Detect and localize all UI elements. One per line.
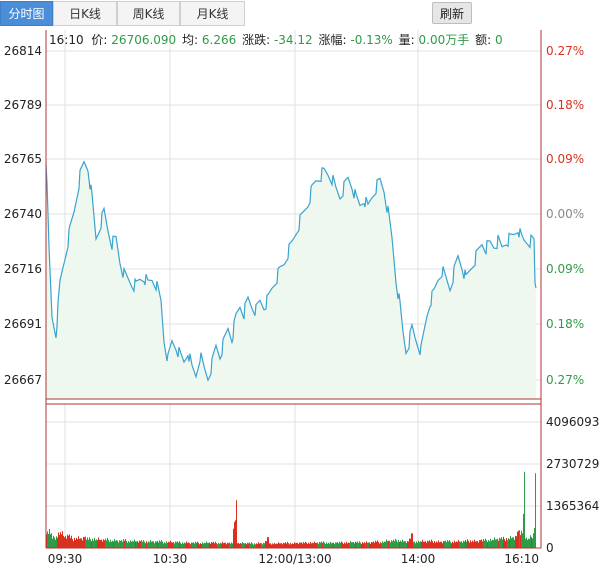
info-amount: 0 (495, 33, 503, 47)
time-tick-label: 14:00 (401, 552, 436, 566)
pct-tick-label: 0.27% (546, 373, 584, 387)
time-tick-label: 16:10 (504, 552, 539, 566)
tab-weekly-k[interactable]: 周K线 (117, 1, 180, 26)
refresh-button[interactable]: 刷新 (432, 2, 472, 24)
pct-tick-label: 0.18% (546, 317, 584, 331)
volume-bars (46, 471, 536, 548)
info-vol-label: 量: (399, 33, 415, 47)
price-area-fill (46, 161, 536, 399)
axis-labels: 26814 26789 26765 26740 26716 26691 26667 0.27%… (4, 44, 600, 566)
info-pct-label: 涨幅: (318, 32, 346, 47)
price-tick-label: 26691 (4, 317, 42, 331)
price-tick-label: 26814 (4, 44, 42, 58)
volume-tick-label: 0 (546, 541, 554, 555)
pct-tick-label: 0.09% (546, 152, 584, 166)
pct-tick-label: 0.18% (546, 98, 584, 112)
volume-tick-label: 1365364 (546, 499, 599, 513)
time-tick-label: 12:00/13:00 (258, 552, 331, 566)
pct-tick-label: 0.27% (546, 44, 584, 58)
tab-daily-k[interactable]: 日K线 (53, 1, 117, 26)
info-bar: 16:10 价: 26706.090 均: 6.266 涨跌: -34.12 涨… (49, 32, 503, 47)
chart-axes (45, 30, 542, 549)
info-amount-label: 额: (475, 33, 491, 47)
info-price-label: 价: (91, 33, 107, 47)
time-tick-label: 09:30 (48, 552, 83, 566)
pct-tick-label: 0.09% (546, 262, 584, 276)
volume-tick-label: 2730729 (546, 457, 599, 471)
price-tick-label: 26789 (4, 98, 42, 112)
price-tick-label: 26667 (4, 373, 42, 387)
price-tick-label: 26765 (4, 152, 42, 166)
price-tick-label: 26740 (4, 207, 42, 221)
info-time: 16:10 (49, 33, 84, 47)
info-avg: 6.266 (202, 33, 236, 47)
info-change-label: 涨跌: (242, 32, 270, 47)
info-price: 26706.090 (111, 33, 176, 47)
info-avg-label: 均: (182, 33, 198, 47)
tab-monthly-k[interactable]: 月K线 (180, 1, 245, 26)
tab-bar: 分时图 日K线 周K线 月K线 刷新 (0, 0, 600, 28)
info-change: -34.12 (274, 33, 313, 47)
price-line (45, 160, 537, 382)
price-tick-label: 26716 (4, 262, 42, 276)
info-vol: 0.00万手 (419, 33, 470, 47)
volume-tick-label: 4096093 (546, 415, 599, 429)
time-tick-label: 10:30 (153, 552, 188, 566)
tab-intraday[interactable]: 分时图 (0, 1, 53, 26)
info-pct: -0.13% (350, 33, 392, 47)
pct-tick-label: 0.00% (546, 207, 584, 221)
